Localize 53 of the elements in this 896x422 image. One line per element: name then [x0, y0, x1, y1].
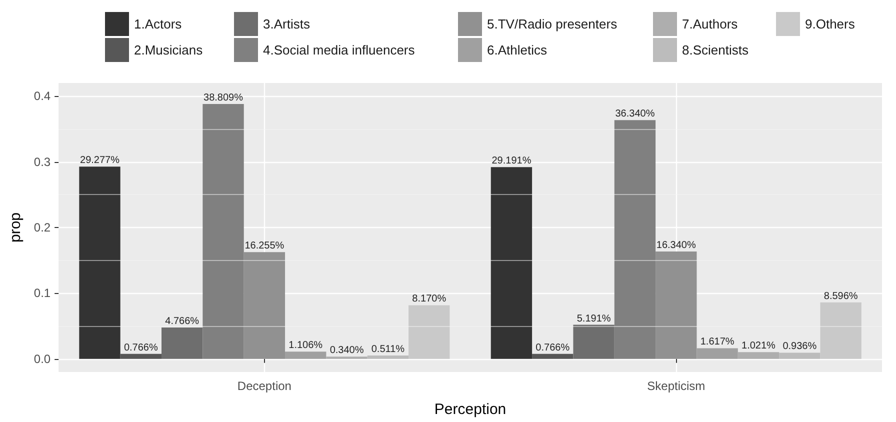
bar — [532, 354, 574, 359]
y-tick-label: 0.4 — [34, 89, 51, 104]
bar — [779, 352, 820, 359]
data-label: 0.340% — [330, 345, 364, 356]
legend-label: 9.Others — [805, 16, 856, 32]
legend-label: 8.Scientists — [682, 42, 749, 58]
data-label: 0.511% — [371, 344, 405, 356]
data-label: 4.766% — [165, 316, 200, 328]
data-label: 36.340% — [615, 108, 655, 120]
legend-label: 3.Artists — [263, 16, 310, 32]
legend-label: 6.Athletics — [487, 42, 548, 58]
bar — [79, 166, 120, 359]
data-label: 1.106% — [288, 340, 323, 352]
bar — [820, 302, 862, 359]
bar — [573, 324, 614, 359]
y-tick-label: 0.3 — [34, 154, 51, 169]
data-label: 29.191% — [492, 156, 532, 167]
data-label: 5.191% — [576, 313, 611, 324]
data-label: 0.936% — [782, 341, 817, 352]
bar — [244, 252, 286, 359]
legend-label: 7.Authors — [682, 16, 738, 32]
data-label: 0.766% — [536, 342, 570, 354]
bar — [285, 352, 326, 359]
bar — [738, 352, 780, 359]
bar — [656, 252, 697, 359]
legend-label: 2.Musicians — [134, 42, 204, 58]
bar — [614, 120, 656, 359]
data-label: 16.340% — [656, 240, 696, 252]
bar — [120, 354, 162, 359]
bar — [490, 167, 532, 359]
x-tick-label: Skepticism — [647, 379, 706, 393]
data-label: 38.809% — [204, 92, 244, 104]
y-tick-label: 0.0 — [34, 352, 51, 366]
y-tick-label: 0.2 — [34, 220, 51, 234]
data-label: 0.766% — [124, 342, 158, 354]
y-axis-title: prop — [7, 212, 24, 243]
data-label: 8.170% — [412, 294, 446, 305]
legend-label: 5.TV/Radio presenters — [487, 16, 618, 32]
data-label: 16.255% — [244, 240, 284, 252]
x-tick-label: Deception — [237, 379, 292, 393]
bar — [367, 356, 409, 359]
x-axis-title: Perception — [434, 401, 506, 418]
data-label: 1.021% — [742, 340, 776, 352]
data-label: 29.277% — [80, 155, 120, 166]
bar — [408, 305, 450, 359]
legend-label: 4.Social media influencers — [263, 42, 416, 58]
y-tick-label: 0.1 — [34, 286, 51, 300]
bar — [202, 104, 244, 359]
data-label: 1.617% — [700, 336, 734, 348]
legend-label: 1.Actors — [134, 16, 182, 32]
bar — [696, 348, 738, 359]
data-label: 8.596% — [824, 290, 858, 302]
bar — [162, 328, 203, 359]
